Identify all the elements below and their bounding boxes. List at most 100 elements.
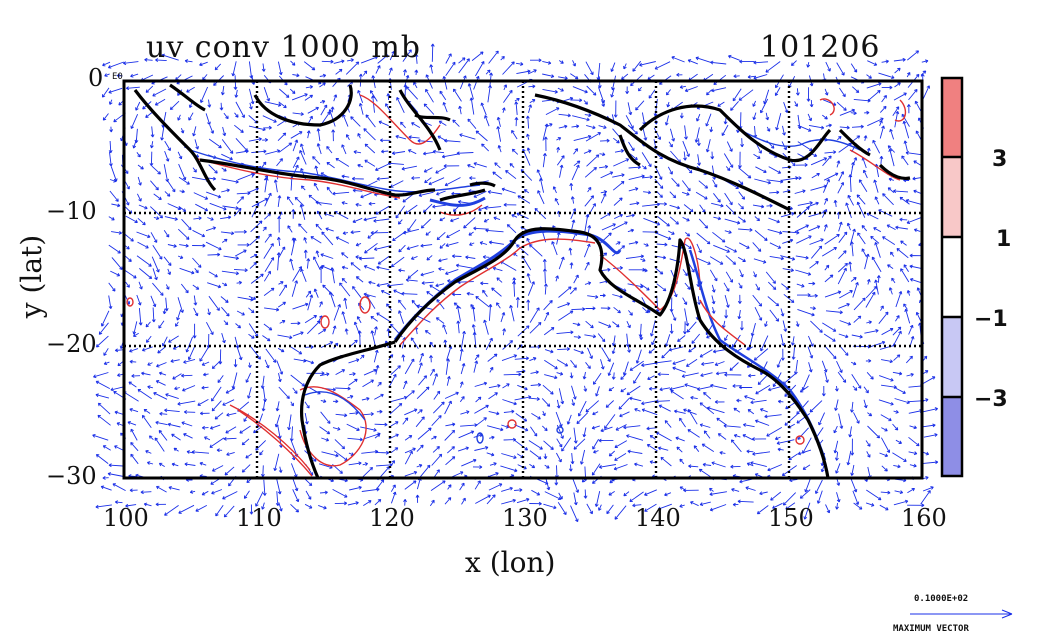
- wind-vector: [458, 105, 462, 115]
- wind-vector: [732, 502, 739, 507]
- wind-vector: [723, 423, 741, 428]
- wind-vector: [136, 255, 152, 267]
- wind-vector: [887, 264, 894, 269]
- wind-vector: [769, 242, 782, 249]
- wind-vector: [152, 282, 164, 296]
- wind-vector: [411, 299, 420, 309]
- wind-vector: [839, 320, 852, 326]
- wind-vector: [475, 61, 485, 77]
- wind-vector: [880, 414, 892, 422]
- wind-vector: [277, 61, 283, 76]
- wind-vector: [97, 402, 111, 415]
- wind-vector: [648, 348, 655, 354]
- wind-vector: [160, 125, 165, 141]
- wind-vector: [850, 438, 855, 456]
- x-tick-2: 120: [369, 504, 415, 532]
- wind-vector: [612, 294, 623, 299]
- wind-vector: [555, 275, 559, 282]
- wind-vector: [587, 186, 592, 193]
- wind-vector: [209, 424, 221, 430]
- wind-vector: [753, 271, 757, 278]
- wind-vector: [207, 252, 221, 257]
- wind-vector: [263, 87, 271, 102]
- wind-vector: [808, 225, 821, 232]
- wind-vector: [908, 324, 914, 335]
- wind-vector: [767, 464, 782, 472]
- wind-vector: [286, 196, 294, 206]
- wind-vector: [724, 372, 742, 377]
- wind-vector: [777, 447, 784, 452]
- wind-vector: [711, 202, 724, 208]
- wind-vector: [598, 321, 612, 328]
- wind-vector: [175, 74, 182, 81]
- wind-vector: [158, 320, 165, 329]
- wind-vector: [866, 82, 882, 89]
- wind-vector: [514, 101, 519, 115]
- wind-vector: [357, 163, 364, 168]
- wind-vector: [423, 151, 434, 156]
- wind-vector: [233, 268, 248, 273]
- wind-vector: [861, 224, 868, 232]
- wind-vector: [850, 477, 858, 493]
- wind-vector: [154, 437, 165, 452]
- wind-vector: [194, 139, 200, 150]
- wind-vector: [864, 253, 870, 270]
- wind-vector: [699, 402, 715, 415]
- wind-vector: [850, 161, 855, 178]
- wind-vector: [648, 386, 657, 391]
- wind-vector: [247, 362, 252, 369]
- wind-vector: [823, 172, 839, 181]
- wind-vector: [879, 504, 889, 511]
- wind-vector: [386, 93, 391, 101]
- wind-vector: [656, 190, 663, 198]
- wind-vector: [365, 114, 376, 128]
- wind-vector: [781, 465, 797, 477]
- wind-vector: [894, 490, 904, 495]
- wind-vector: [111, 257, 123, 271]
- wind-vector: [420, 243, 433, 248]
- wind-vector: [641, 400, 658, 406]
- wind-vector: [334, 439, 346, 450]
- wind-vector: [697, 386, 712, 392]
- wind-vector: [488, 383, 501, 389]
- wind-vector: [710, 383, 727, 390]
- wind-vector: [358, 256, 375, 261]
- wind-vector: [723, 282, 730, 292]
- wind-vector: [108, 295, 113, 309]
- wind-vector: [471, 306, 476, 322]
- wind-vector: [234, 112, 239, 118]
- wind-vector: [487, 353, 498, 362]
- wind-vector: [649, 320, 656, 337]
- wind-vector: [511, 214, 518, 218]
- wind-vector: [363, 500, 372, 506]
- wind-vector: [856, 201, 866, 218]
- wind-vector: [376, 409, 383, 414]
- wind-vector: [441, 153, 459, 159]
- wind-vector: [568, 247, 573, 256]
- wind-vector: [158, 371, 167, 376]
- wind-vector: [808, 124, 825, 130]
- wind-vector: [753, 348, 769, 361]
- wind-vector: [180, 128, 185, 134]
- wind-vector: [211, 400, 222, 412]
- wind-vector: [150, 180, 159, 191]
- wind-vector: [363, 216, 377, 222]
- wind-vector: [526, 273, 532, 283]
- wind-vector: [909, 277, 921, 283]
- wind-vector: [783, 102, 789, 113]
- wind-vector: [544, 359, 558, 370]
- wind-vector: [95, 504, 112, 509]
- wind-vector: [733, 74, 740, 79]
- wind-vector: [355, 202, 362, 207]
- wind-vector: [512, 280, 516, 297]
- wind-vector: [709, 126, 714, 133]
- wind-vector: [330, 106, 335, 113]
- wind-vector: [262, 138, 269, 142]
- wind-vector: [755, 283, 760, 291]
- wind-vector: [620, 373, 627, 380]
- wind-vector: [237, 296, 254, 302]
- wind-vector: [583, 100, 588, 105]
- wind-vector: [221, 270, 239, 276]
- wind-vector: [724, 334, 729, 341]
- wind-vector: [737, 294, 742, 304]
